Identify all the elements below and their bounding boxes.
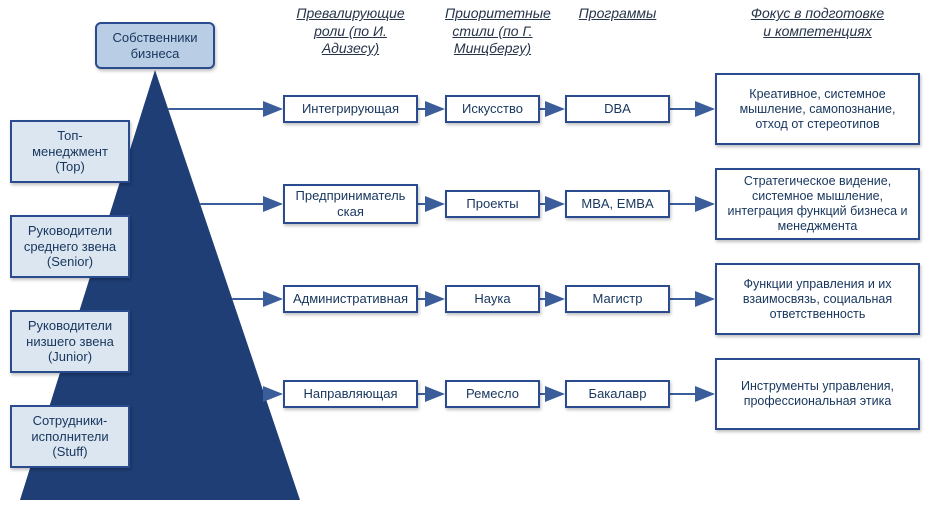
role-cell-3: Направляющая [283,380,418,408]
header-focus: Фокус в подготовкеи компетенциях [715,5,920,40]
level-box-3: Сотрудники-исполнители(Stuff) [10,405,130,468]
focus-cell-0: Креативное, системное мышление, самопозн… [715,73,920,145]
level-box-0: Топ-менеджмент(Top) [10,120,130,183]
program-cell-1: MBA, EMBA [565,190,670,218]
level-box-1: Руководителисреднего звена(Senior) [10,215,130,278]
role-cell-2: Административная [283,285,418,313]
style-cell-0: Искусство [445,95,540,123]
focus-cell-1: Стратегическое видение, системное мышлен… [715,168,920,240]
focus-cell-2: Функции управления и их взаимосвязь, соц… [715,263,920,335]
header-styles: Приоритетныестили (по Г.Минцбергу) [445,5,540,58]
header-roles: Превалирующиероли (по И.Адизесу) [283,5,418,58]
program-cell-2: Магистр [565,285,670,313]
program-cell-0: DBA [565,95,670,123]
style-cell-2: Наука [445,285,540,313]
header-programs: Программы [565,5,670,23]
role-cell-1: Предпринимательская [283,184,418,224]
program-cell-3: Бакалавр [565,380,670,408]
apex-box: Собственники бизнеса [95,22,215,69]
role-cell-0: Интегрирующая [283,95,418,123]
level-box-2: Руководителинизшего звена(Junior) [10,310,130,373]
style-cell-3: Ремесло [445,380,540,408]
focus-cell-3: Инструменты управления, профессиональная… [715,358,920,430]
diagram-canvas: Собственники бизнеса Топ-менеджмент(Top) Р… [0,0,944,508]
style-cell-1: Проекты [445,190,540,218]
